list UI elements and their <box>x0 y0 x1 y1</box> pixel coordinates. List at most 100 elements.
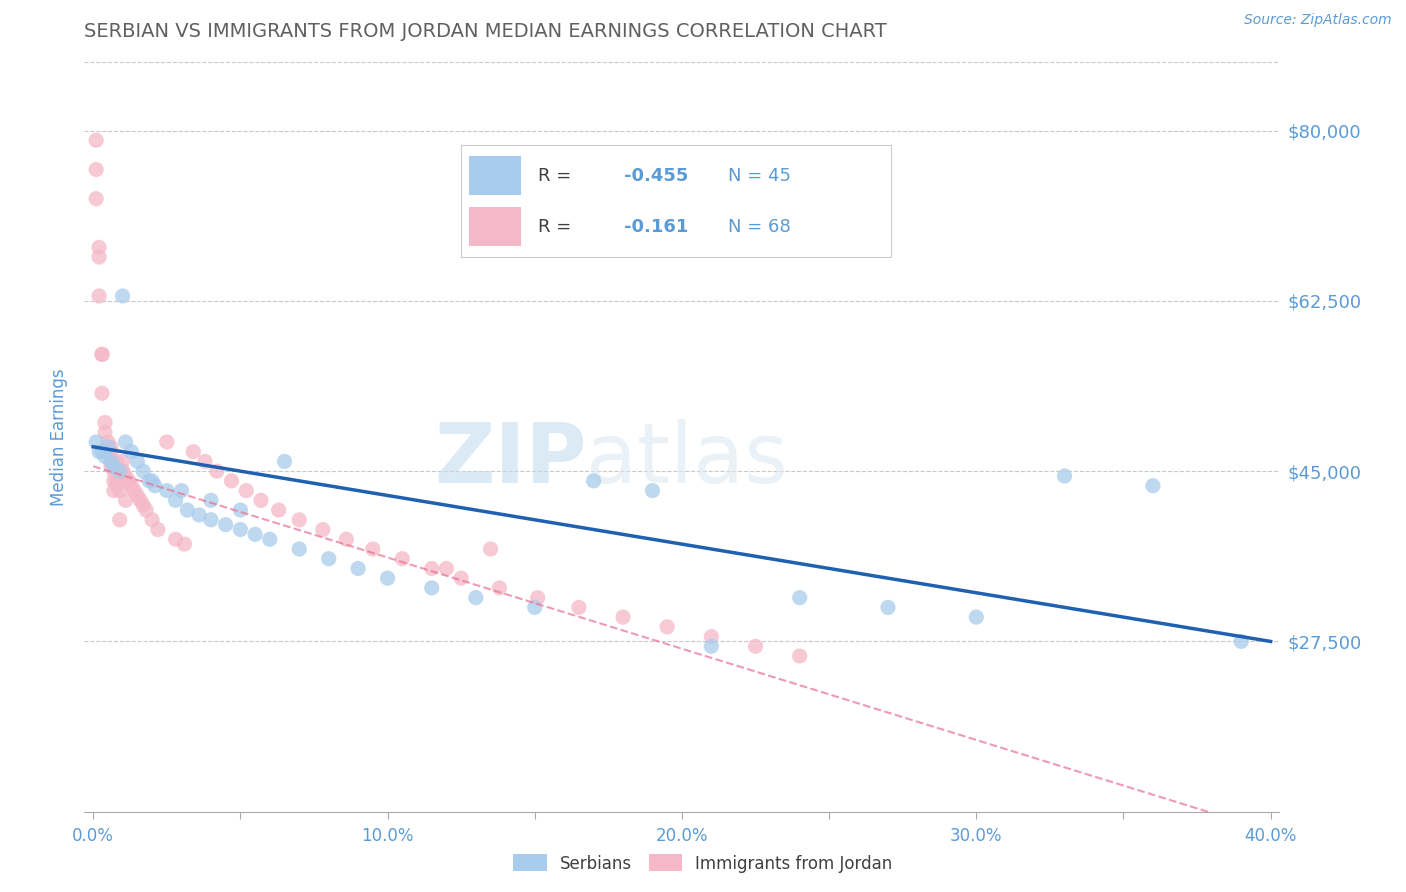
Point <box>335 533 357 547</box>
Point <box>114 469 136 483</box>
Text: Source: ZipAtlas.com: Source: ZipAtlas.com <box>1244 13 1392 28</box>
Point <box>91 347 114 361</box>
Point <box>91 347 114 361</box>
Point <box>100 444 122 458</box>
Point <box>97 440 120 454</box>
Point <box>105 454 128 468</box>
Point <box>250 493 273 508</box>
Point <box>127 454 149 468</box>
Point <box>176 503 198 517</box>
Point <box>156 434 179 449</box>
Point <box>200 493 222 508</box>
Point <box>103 464 125 478</box>
Point <box>523 600 546 615</box>
Point <box>464 591 486 605</box>
Point <box>288 513 311 527</box>
Point <box>114 434 136 449</box>
Point <box>127 488 149 502</box>
Point <box>479 541 502 556</box>
Point <box>259 533 281 547</box>
Point <box>87 250 110 264</box>
Point <box>87 289 110 303</box>
Point <box>135 503 157 517</box>
Point <box>582 474 605 488</box>
Point <box>165 493 187 508</box>
Point <box>103 459 125 474</box>
Point <box>100 459 122 474</box>
Point <box>318 551 340 566</box>
Point <box>132 464 155 478</box>
Point <box>94 450 117 464</box>
Point <box>188 508 211 522</box>
Point <box>229 503 252 517</box>
Point <box>108 513 131 527</box>
Point <box>214 517 236 532</box>
Point <box>97 434 120 449</box>
Point <box>141 474 163 488</box>
Point <box>129 493 152 508</box>
Point <box>170 483 193 498</box>
Point <box>700 630 723 644</box>
Point <box>1142 479 1164 493</box>
Y-axis label: Median Earnings: Median Earnings <box>51 368 69 506</box>
Point <box>526 591 548 605</box>
Point <box>288 541 311 556</box>
Point <box>132 498 155 512</box>
Point <box>789 591 811 605</box>
Point <box>568 600 591 615</box>
Point <box>657 620 679 634</box>
Point <box>94 416 117 430</box>
Point <box>117 474 139 488</box>
Point <box>108 464 131 478</box>
Point <box>124 483 146 498</box>
Point <box>612 610 634 624</box>
Point <box>700 640 723 654</box>
Point <box>103 474 125 488</box>
Text: atlas: atlas <box>586 419 787 500</box>
Point <box>105 479 128 493</box>
Point <box>84 434 107 449</box>
Point <box>235 483 257 498</box>
Point <box>141 513 163 527</box>
Point <box>420 581 443 595</box>
Point <box>744 640 766 654</box>
Point <box>146 523 169 537</box>
Point <box>91 386 114 401</box>
Point <box>965 610 987 624</box>
Point <box>94 425 117 440</box>
Point <box>205 464 228 478</box>
Point <box>100 454 122 468</box>
Point <box>361 541 384 556</box>
Point <box>108 483 131 498</box>
Text: SERBIAN VS IMMIGRANTS FROM JORDAN MEDIAN EARNINGS CORRELATION CHART: SERBIAN VS IMMIGRANTS FROM JORDAN MEDIAN… <box>84 22 887 41</box>
Point <box>87 240 110 254</box>
Point <box>111 289 134 303</box>
Point <box>377 571 399 585</box>
Point <box>114 493 136 508</box>
Point <box>103 483 125 498</box>
Point <box>877 600 900 615</box>
Point <box>100 440 122 454</box>
Point <box>229 523 252 537</box>
Point <box>347 561 370 575</box>
Point <box>420 561 443 575</box>
Point <box>267 503 290 517</box>
Point <box>84 192 107 206</box>
Point <box>181 444 204 458</box>
Point <box>105 474 128 488</box>
Point <box>1230 634 1253 648</box>
Point <box>273 454 295 468</box>
Point <box>243 527 266 541</box>
Point <box>120 479 142 493</box>
Point <box>84 162 107 177</box>
Point <box>165 533 187 547</box>
Point <box>111 464 134 478</box>
Point <box>156 483 179 498</box>
Point <box>173 537 195 551</box>
Point <box>84 133 107 147</box>
Point <box>91 444 114 458</box>
Point <box>143 479 166 493</box>
Point <box>641 483 664 498</box>
Point <box>97 444 120 458</box>
Point <box>87 444 110 458</box>
